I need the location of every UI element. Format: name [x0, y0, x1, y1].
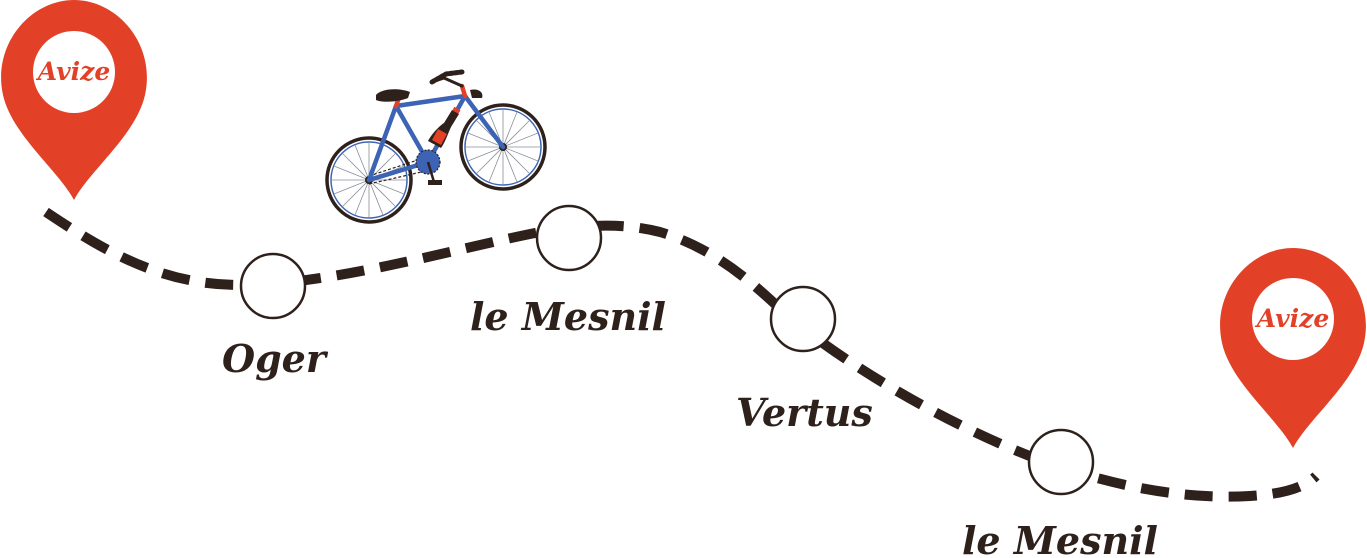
stop-marker-vertus: [769, 285, 837, 353]
end-pin-label: Avize: [1255, 304, 1330, 333]
stop-marker-oger: [239, 252, 307, 320]
start-pin-label: Avize: [36, 57, 111, 86]
stop-marker-le-mesnil-2: [1027, 428, 1095, 496]
stop-marker-le-mesnil-1: [535, 204, 603, 272]
stop-label-le-mesnil-1: le Mesnil: [470, 294, 666, 339]
stop-label-le-mesnil-2: le Mesnil: [962, 518, 1158, 558]
stop-label-oger: Oger: [222, 336, 329, 381]
start-pin-icon: Avize: [1, 0, 147, 200]
champagne-bottle-icon: [428, 106, 461, 148]
bicycle-icon: [325, 69, 547, 224]
stop-label-vertus: Vertus: [736, 390, 873, 435]
end-pin-icon: Avize: [1220, 248, 1366, 448]
